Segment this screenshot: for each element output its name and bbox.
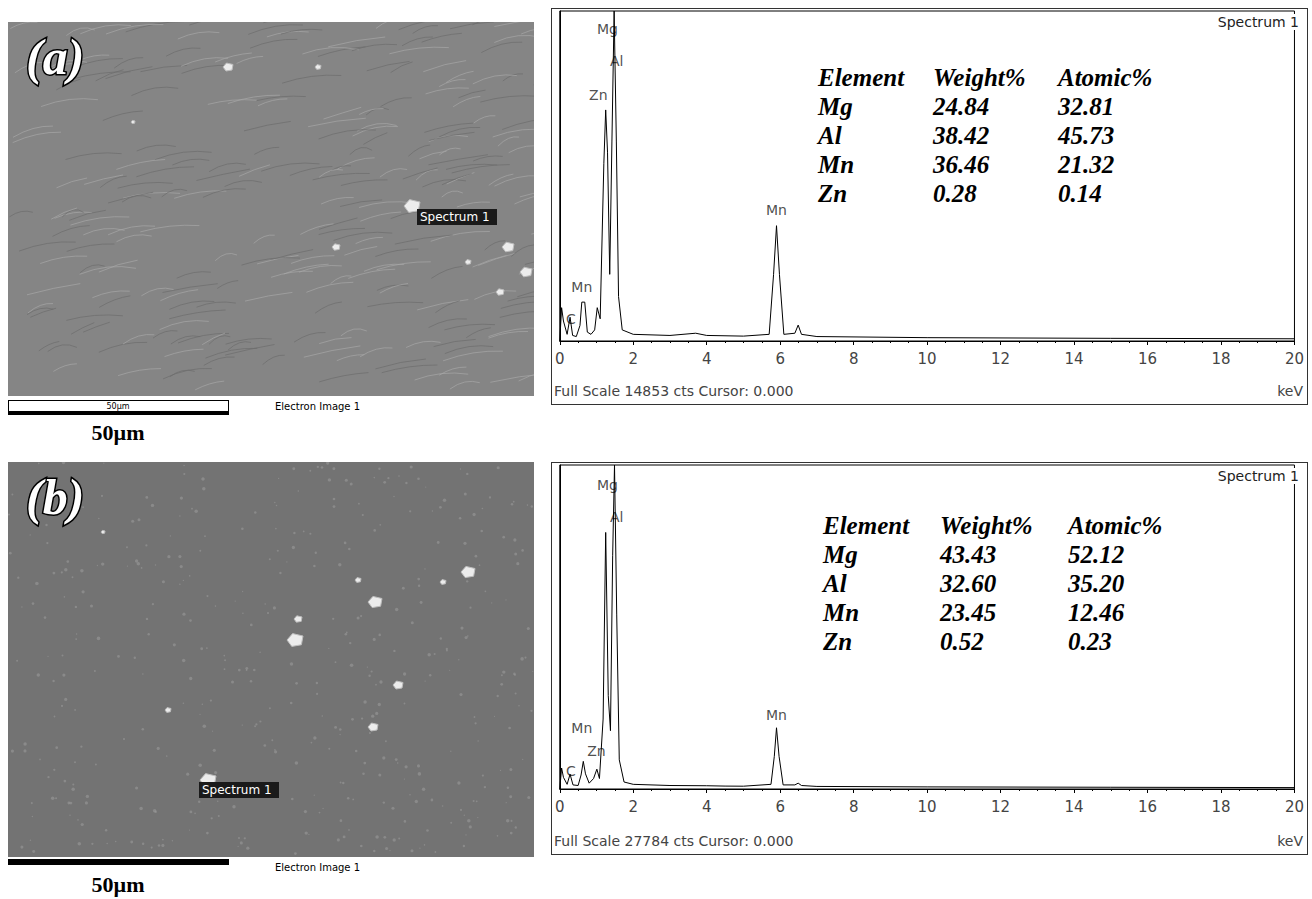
svg-text:6: 6 [775,350,785,368]
svg-text:8: 8 [849,798,859,816]
svg-text:(b): (b) [26,469,84,525]
svg-text:20: 20 [1285,798,1304,816]
html-text:21.32: 21.32 [1058,151,1115,178]
svg-text:Mn: Mn [766,202,787,218]
html-text:0.52: 0.52 [940,628,984,655]
html-text:Atomic%: Atomic% [1058,64,1153,91]
svg-text:Electron Image 1: Electron Image 1 [275,401,360,412]
svg-text:Spectrum 1: Spectrum 1 [420,210,490,224]
html-text:0.28: 0.28 [933,180,977,207]
html-text:0.23: 0.23 [1068,628,1112,655]
html-text:45.73: 45.73 [1058,122,1115,149]
svg-text:Zn: Zn [589,87,607,103]
svg-text:50µm: 50µm [91,420,144,445]
html-text:Full Scale 27784 cts Cursor: 0: Full Scale 27784 cts Cursor: 0.000 [554,833,794,849]
html-text:52.12: 52.12 [1068,541,1125,568]
svg-text:2: 2 [628,798,638,816]
svg-text:Al: Al [610,509,623,525]
svg-text:Al: Al [610,53,623,69]
svg-text:0: 0 [555,350,565,368]
svg-text:14: 14 [1065,350,1084,368]
html-text:Mg: Mg [823,541,858,568]
html-text:Element: Element [818,64,905,91]
svg-text:Mn: Mn [571,279,592,295]
svg-text:50µm: 50µm [106,402,129,411]
html-text:32.60: 32.60 [940,570,997,597]
html-text:Spectrum 1: Spectrum 1 [1217,468,1299,484]
svg-text:18: 18 [1211,798,1230,816]
svg-text:20: 20 [1285,350,1304,368]
svg-text:C: C [565,763,576,780]
html-text:Zn: Zn [818,180,848,207]
html-text:43.43: 43.43 [940,541,997,568]
html-text:36.46: 36.46 [933,151,990,178]
svg-text:(a): (a) [26,29,84,85]
svg-text:4: 4 [702,798,712,816]
svg-text:Mn: Mn [571,720,592,736]
html-text:24.84: 24.84 [933,93,990,120]
html-text:Mg: Mg [818,93,853,120]
html-text:Full Scale 14853 cts Cursor: 0: Full Scale 14853 cts Cursor: 0.000 [554,383,794,399]
html-text:32.81: 32.81 [1058,93,1115,120]
html-text:Atomic%: Atomic% [1068,512,1163,539]
svg-text:8: 8 [849,350,859,368]
html-text:keV: keV [1277,833,1303,849]
svg-text:Mn: Mn [766,707,787,723]
html-text:35.20: 35.20 [1068,570,1125,597]
html-text:Weight%: Weight% [933,64,1026,91]
svg-text:6: 6 [775,798,785,816]
svg-text:Mg: Mg [597,476,618,493]
html-text:Mn: Mn [818,151,855,178]
html-text:38.42: 38.42 [933,122,990,149]
svg-text:14: 14 [1065,798,1084,816]
html-text:Mn: Mn [823,599,860,626]
html-text:0.14: 0.14 [1058,180,1102,207]
html-text:Zn: Zn [823,628,853,655]
svg-text:Zn: Zn [587,743,605,759]
svg-text:0: 0 [555,798,565,816]
svg-text:12: 12 [991,798,1010,816]
html-text:23.45: 23.45 [940,599,997,626]
html-text:Element: Element [823,512,910,539]
html-text:12.46: 12.46 [1068,599,1125,626]
svg-text:18: 18 [1211,350,1230,368]
svg-text:10: 10 [918,350,937,368]
svg-text:10: 10 [918,798,937,816]
html-text:Spectrum 1: Spectrum 1 [1217,14,1299,30]
svg-text:Mg: Mg [597,20,618,37]
html-text:keV: keV [1277,383,1303,399]
svg-text:50µm: 50µm [91,872,144,897]
svg-text:4: 4 [702,350,712,368]
svg-text:12: 12 [991,350,1010,368]
html-text:Al: Al [823,570,847,597]
svg-text:16: 16 [1138,798,1157,816]
svg-text:16: 16 [1138,350,1157,368]
svg-text:C: C [565,311,576,328]
svg-text:Electron Image 1: Electron Image 1 [275,862,360,873]
html-text:Al: Al [818,122,842,149]
svg-text:Spectrum 1: Spectrum 1 [202,783,272,797]
svg-text:2: 2 [628,350,638,368]
html-text:Weight%: Weight% [940,512,1033,539]
